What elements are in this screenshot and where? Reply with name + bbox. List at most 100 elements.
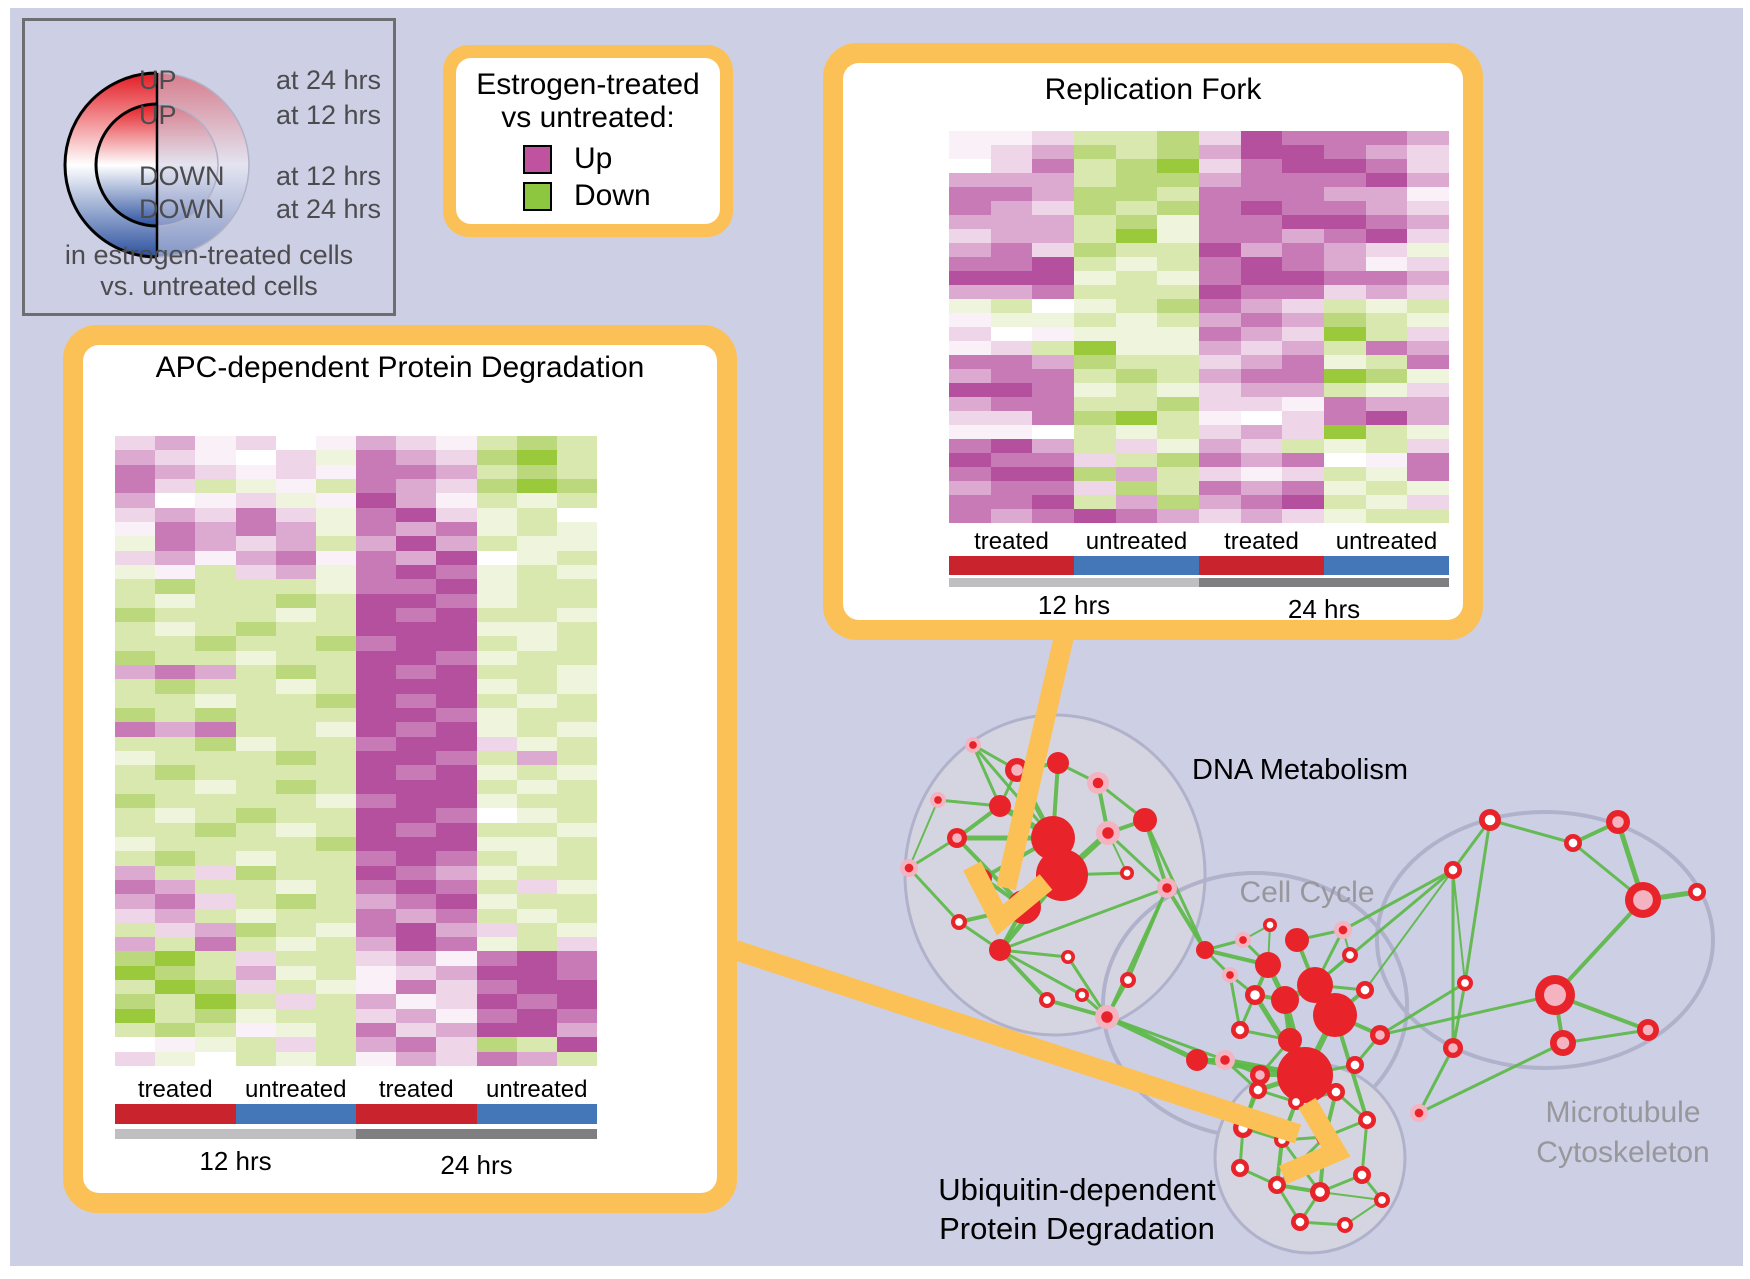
heatmap-cell [1240,229,1283,243]
timepoint-bar [1199,578,1449,587]
key-caption-line1: in estrogen-treated cells [64,240,354,270]
heatmap-cell [195,665,236,680]
network-edge [998,948,1049,1002]
heatmap-cell [949,257,991,271]
heatmap-cell [436,564,477,580]
heatmap-cell [155,736,196,751]
heatmap-cell [1365,341,1408,355]
heatmap-cell [1282,411,1324,425]
heatmap-cell [516,722,557,737]
network-edge [1463,819,1492,984]
heatmap-cell [396,507,437,522]
heatmap-cell [275,550,316,565]
heatmap-cell [356,994,397,1009]
heatmap-cell [1032,257,1074,271]
heatmap-cell [556,879,597,895]
heatmap-cell [556,478,597,494]
heatmap-cell [1407,439,1449,453]
heatmap-cell [115,894,156,909]
heatmap-cell [1407,369,1449,383]
heatmap-cell [1199,271,1241,285]
network-edge [1379,981,1466,1037]
heatmap-cell [1282,271,1324,285]
heatmap-cell [315,536,356,551]
network-node-core [1064,953,1072,961]
heatmap-cell [1032,439,1074,453]
heatmap-cell [396,478,437,494]
network-node-core [904,863,914,873]
network-node-core [1346,951,1354,959]
heatmap-cell [235,593,276,608]
heatmap-cell [356,736,397,751]
heatmap-cell [115,521,156,537]
heatmap-cell [1324,271,1366,285]
heatmap-cell [115,865,156,880]
heatmap-cell [115,450,156,465]
heatmap-cell [195,808,236,823]
heatmap-cell [356,593,397,608]
heatmap-cell [155,693,196,709]
heatmap-cell [436,450,477,465]
network-node-core [1078,991,1086,999]
untreated-bar [1324,556,1449,575]
heatmap-cell [476,579,517,594]
heatmap-cell [195,865,236,880]
heatmap-cell [235,436,276,451]
heatmap-cell [516,779,557,794]
heatmap-cell [1365,257,1408,271]
heatmap-cell [476,464,517,479]
heatmap-cell [1157,271,1199,285]
heatmap-cell [476,908,517,923]
heatmap-cell [1115,495,1158,509]
heatmap-cell [476,593,517,608]
heatmap-cell [235,507,276,522]
network-node-core [952,833,962,843]
heatmap-cell [396,665,437,680]
heatmap-cell [115,822,156,837]
heatmap-cell [155,751,196,766]
heatmap-cell [949,215,991,229]
heatmap-cell [1074,509,1116,523]
heatmap-cell [315,822,356,837]
heatmap-cell [990,201,1033,215]
heatmap-cell [1282,243,1324,257]
heatmap-cell [1365,425,1408,439]
heatmap-cell [990,453,1033,467]
heatmap-cell [115,922,156,938]
timepoint-bar [949,578,1199,587]
heatmap-cell [396,550,437,565]
heatmap-cell [356,980,397,995]
heatmap-cell [235,493,276,508]
heatmap-cell [1324,257,1366,271]
heatmap-cell [356,793,397,809]
heatmap-cell [1240,495,1283,509]
heatmap-cell [949,369,991,383]
heatmap-cell [1407,313,1449,327]
heatmap-cell [315,851,356,866]
network-node-core [1357,1170,1367,1180]
heatmap-cell [1157,159,1199,173]
heatmap-cell [396,808,437,823]
heatmap-cell [356,636,397,651]
heatmap-cell [436,879,477,895]
heatmap-cell [235,693,276,709]
network-edge [1319,1191,1383,1201]
heatmap-cell [949,509,991,523]
heatmap-cell [1032,299,1074,313]
heatmap-cell [556,1023,597,1038]
heatmap-cell [275,436,316,451]
heatmap-cell [195,722,236,737]
callout-arrow-head [1279,1097,1351,1185]
heatmap-cell [1074,215,1116,229]
heatmap-cell [396,894,437,909]
cluster-ellipse [1375,810,1715,1070]
heatmap-cell [436,779,477,794]
heatmap-cell [396,879,437,895]
heatmap-cell [315,808,356,823]
heatmap-cell [235,464,276,479]
heatmap-cell [1365,145,1408,159]
heatmap-cell [195,708,236,723]
heatmap-cell [556,908,597,923]
heatmap-cell [1324,341,1366,355]
heatmap-cell [1407,201,1449,215]
